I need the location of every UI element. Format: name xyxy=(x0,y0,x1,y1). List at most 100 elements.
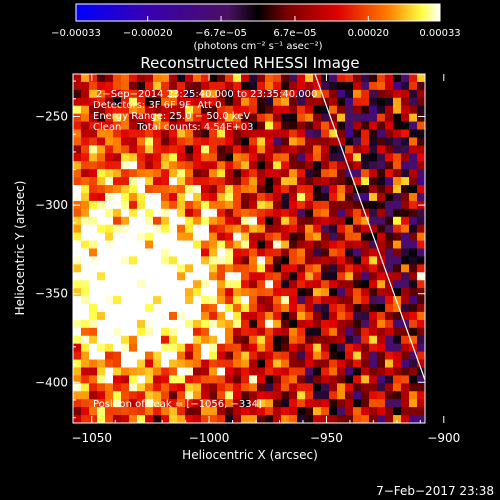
heatmap-pixel xyxy=(193,311,202,321)
heatmap-pixel xyxy=(193,89,202,99)
heatmap-pixel xyxy=(217,185,226,194)
heatmap-pixel xyxy=(169,200,178,210)
heatmap-pixel xyxy=(345,169,354,178)
heatmap-pixel xyxy=(377,383,386,392)
heatmap-pixel xyxy=(393,359,402,369)
heatmap-pixel xyxy=(193,367,202,377)
heatmap-pixel xyxy=(321,200,330,210)
heatmap-pixel xyxy=(137,399,146,408)
heatmap-pixel xyxy=(209,232,218,242)
heatmap-pixel xyxy=(337,81,346,91)
heatmap-pixel xyxy=(89,335,98,345)
heatmap-pixel xyxy=(273,272,282,281)
heatmap-pixel xyxy=(417,351,425,361)
heatmap-pixel xyxy=(145,177,154,186)
heatmap-pixel xyxy=(81,375,90,384)
heatmap-pixel xyxy=(241,121,250,131)
heatmap-pixel xyxy=(209,264,218,273)
heatmap-pixel xyxy=(81,296,90,305)
heatmap-pixel xyxy=(289,391,298,400)
heatmap-pixel xyxy=(305,185,314,194)
heatmap-pixel xyxy=(361,232,370,242)
heatmap-pixel xyxy=(289,359,298,369)
heatmap-pixel xyxy=(265,113,274,123)
heatmap-pixel xyxy=(169,177,178,186)
heatmap-pixel xyxy=(289,288,298,297)
heatmap-pixel xyxy=(193,256,202,265)
heatmap-pixel xyxy=(161,272,170,281)
heatmap-pixel xyxy=(129,351,138,361)
heatmap-pixel xyxy=(305,296,314,305)
heatmap-pixel xyxy=(185,367,194,377)
axes: −1050 −1000 −950 −900−250−300−350−400 xyxy=(35,74,460,445)
heatmap-pixel xyxy=(321,264,330,273)
heatmap-pixel xyxy=(273,399,282,408)
heatmap-pixel xyxy=(337,248,346,258)
heatmap-pixel xyxy=(369,359,378,369)
heatmap-pixel xyxy=(337,74,346,83)
heatmap-pixel xyxy=(249,343,258,353)
heatmap-pixel xyxy=(281,145,290,154)
heatmap-pixel xyxy=(369,105,378,115)
heatmap-pixel xyxy=(209,192,218,202)
heatmap-pixel xyxy=(273,129,282,139)
heatmap-pixel xyxy=(161,137,170,146)
heatmap-pixel xyxy=(417,169,425,178)
heatmap-pixel xyxy=(137,137,146,146)
heatmap-pixel xyxy=(417,343,425,353)
heatmap-pixel xyxy=(145,200,154,210)
heatmap-pixel xyxy=(313,121,322,131)
heatmap-pixel xyxy=(241,97,250,107)
heatmap-pixel xyxy=(385,296,394,305)
heatmap-pixel xyxy=(385,113,394,123)
heatmap-pixel xyxy=(145,113,154,123)
heatmap-pixel xyxy=(73,177,82,186)
heatmap-pixel xyxy=(353,296,362,305)
heatmap-pixel xyxy=(137,264,146,273)
heatmap-pixel xyxy=(345,161,354,170)
heatmap-pixel xyxy=(153,319,162,329)
heatmap-pixel xyxy=(153,200,162,210)
heatmap-pixel xyxy=(81,288,90,297)
heatmap-pixel xyxy=(313,105,322,115)
heatmap-pixel xyxy=(121,177,130,186)
heatmap-pixel xyxy=(353,343,362,353)
heatmap-pixel xyxy=(193,248,202,258)
heatmap-pixel xyxy=(217,327,226,337)
heatmap-pixel xyxy=(305,248,314,258)
heatmap-pixel xyxy=(185,216,194,226)
heatmap-pixel xyxy=(121,232,130,242)
heatmap-pixel xyxy=(417,89,425,99)
heatmap-pixel xyxy=(385,81,394,91)
heatmap-pixel xyxy=(369,145,378,154)
heatmap-pixel xyxy=(225,169,234,178)
heatmap-pixel xyxy=(201,89,210,99)
heatmap-pixel xyxy=(241,192,250,202)
heatmap-pixel xyxy=(337,359,346,369)
heatmap-pixel xyxy=(329,359,338,369)
heatmap-pixel xyxy=(361,367,370,377)
heatmap-pixel xyxy=(377,240,386,250)
heatmap-pixel xyxy=(161,153,170,162)
heatmap-pixel xyxy=(97,97,106,107)
heatmap-pixel xyxy=(361,272,370,281)
heatmap-pixel xyxy=(89,343,98,353)
heatmap-pixel xyxy=(409,200,418,210)
heatmap-pixel xyxy=(113,264,122,273)
heatmap-pixel xyxy=(113,272,122,281)
heatmap-pixel xyxy=(217,97,226,107)
heatmap-pixel xyxy=(409,248,418,258)
heatmap-pixel xyxy=(257,264,266,273)
heatmap-pixel xyxy=(385,185,394,194)
heatmap-pixel xyxy=(137,81,146,91)
heatmap-pixel xyxy=(385,311,394,321)
heatmap-pixel xyxy=(393,399,402,408)
heatmap-pixel xyxy=(313,288,322,297)
heatmap-pixel xyxy=(297,240,306,250)
heatmap-pixel xyxy=(241,407,250,416)
heatmap-pixel xyxy=(273,407,282,416)
heatmap-pixel xyxy=(257,216,266,226)
heatmap-pixel xyxy=(345,375,354,384)
heatmap-pixel xyxy=(393,105,402,115)
colorbar-tick-label: −0.00020 xyxy=(123,28,173,39)
